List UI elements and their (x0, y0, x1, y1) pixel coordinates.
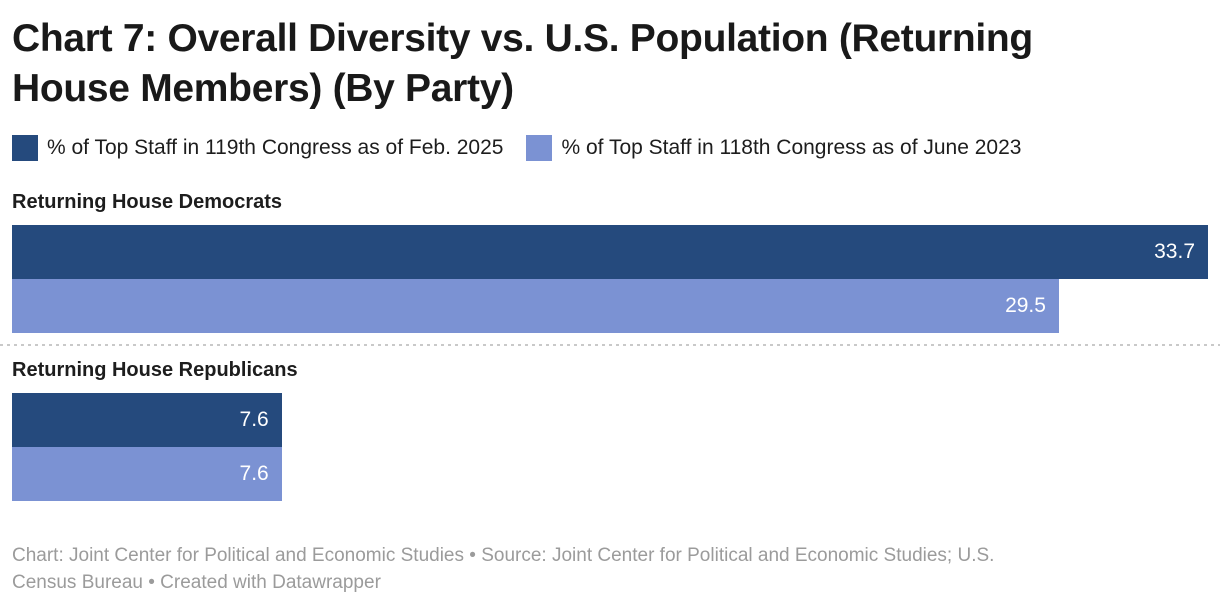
bar-value-label: 7.6 (239, 408, 269, 431)
bar-chart: Returning House Democrats 33.7 29.5 Returni… (0, 190, 1220, 501)
chart-title-line-2: House Members) (By Party) (12, 67, 514, 110)
bar-value-label: 33.7 (1154, 240, 1195, 263)
category-label: Returning House Democrats (12, 191, 283, 213)
chart-title: Chart 7: Overall Diversity vs. U.S. Popu… (12, 14, 1208, 114)
footer-line-1: Chart: Joint Center for Political and Ec… (12, 545, 995, 566)
bar: 29.5 (12, 279, 1059, 333)
group-divider (0, 344, 1220, 346)
category-label: Returning House Republicans (12, 359, 298, 381)
legend-item: % of Top Staff in 119th Congress as of F… (12, 135, 503, 161)
legend-swatch (12, 135, 38, 161)
legend: % of Top Staff in 119th Congress as of F… (12, 135, 1208, 161)
legend-item: % of Top Staff in 118th Congress as of J… (526, 135, 1021, 161)
bar-value-label: 29.5 (1005, 294, 1046, 317)
footer-attribution: Chart: Joint Center for Political and Ec… (12, 542, 1208, 596)
legend-item-label: % of Top Staff in 119th Congress as of F… (47, 136, 504, 159)
chart-title-line-1: Chart 7: Overall Diversity vs. U.S. Popu… (12, 17, 1033, 60)
footer-line-2: Census Bureau • Created with Datawrapper (12, 572, 381, 593)
bar-group: Returning House Republicans 7.6 7.6 (12, 358, 1208, 501)
chart-card: Chart 7: Overall Diversity vs. U.S. Popu… (0, 14, 1220, 596)
bar: 7.6 (12, 447, 282, 501)
legend-item-label: % of Top Staff in 118th Congress as of J… (561, 136, 1022, 159)
bar: 33.7 (12, 225, 1208, 279)
bar-value-label: 7.6 (239, 462, 269, 485)
legend-swatch (526, 135, 553, 161)
bar-stack: 33.7 29.5 (12, 225, 1208, 333)
bar-group: Returning House Democrats 33.7 29.5 (12, 190, 1208, 333)
bar-stack: 7.6 7.6 (12, 393, 1208, 501)
bar: 7.6 (12, 393, 282, 447)
